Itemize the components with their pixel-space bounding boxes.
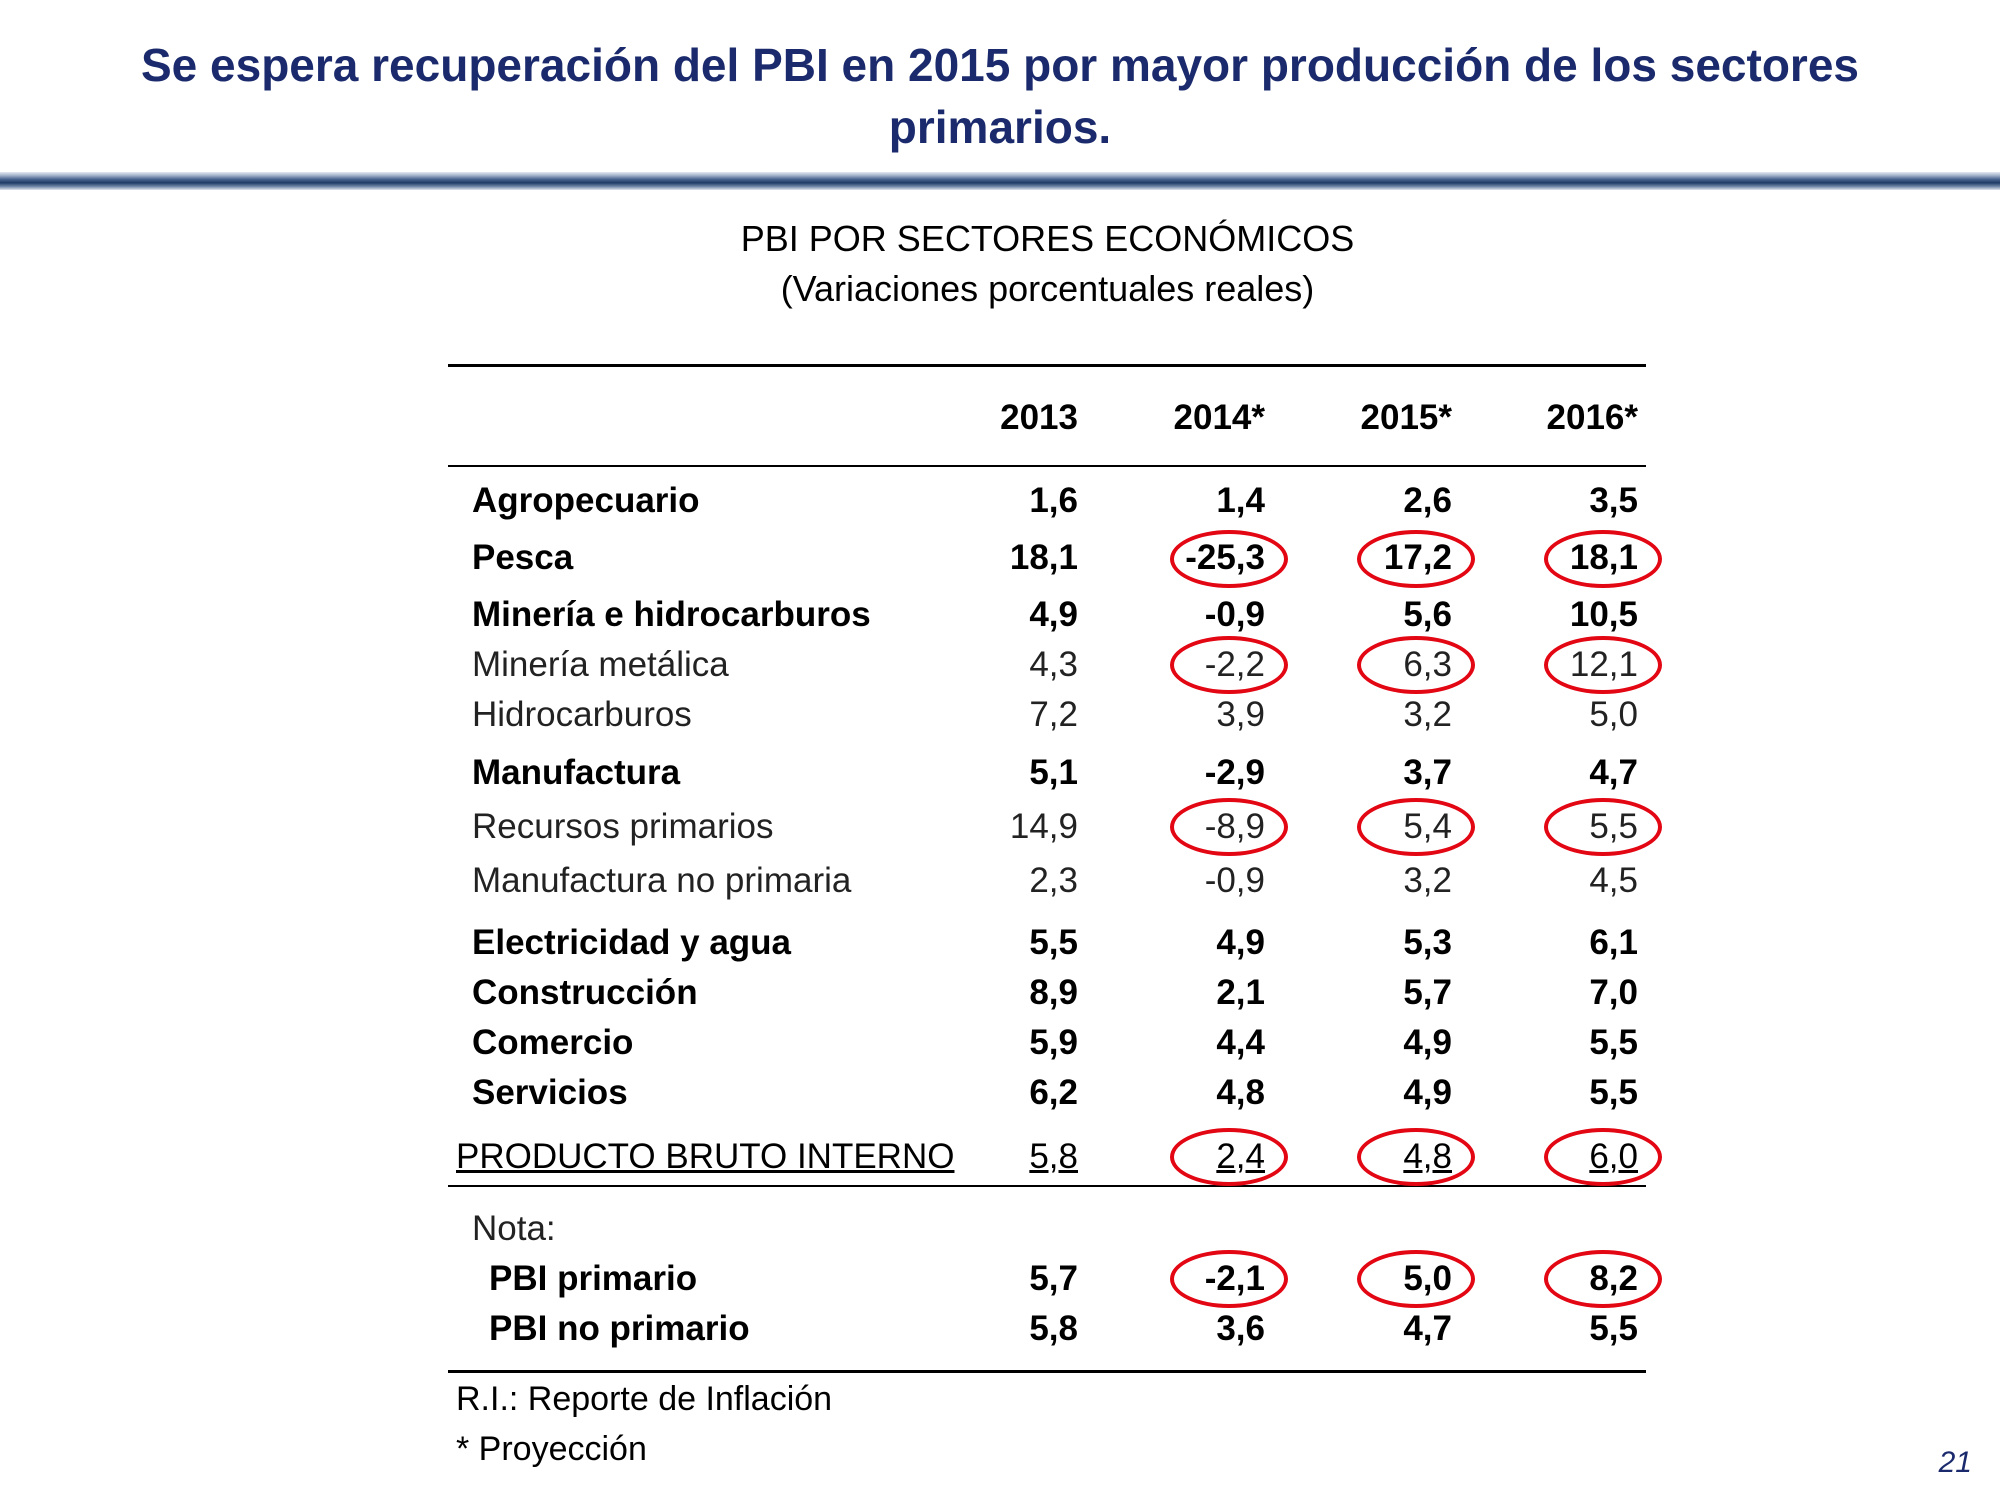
- row-label: Minería metálica: [472, 645, 729, 684]
- table-cell: 5,7: [1029, 1259, 1078, 1298]
- table-cell: 3,9: [1216, 695, 1265, 734]
- slide-title-line-2: primarios.: [888, 101, 1112, 153]
- row-label: Recursos primarios: [472, 807, 774, 846]
- row-label: Manufactura: [472, 753, 681, 792]
- table-cell: 5,1: [1029, 753, 1078, 792]
- row-label: Servicios: [472, 1073, 628, 1112]
- table-cell: 6,1: [1589, 923, 1638, 962]
- highlight-circle: [1544, 530, 1662, 588]
- highlight-circle: [1357, 1250, 1475, 1308]
- table-cell: 4,7: [1403, 1309, 1452, 1348]
- table-cell: 5,8: [1029, 1309, 1078, 1348]
- row-label: Electricidad y agua: [472, 923, 792, 962]
- highlight-circle: [1544, 1128, 1662, 1186]
- nota-label: Nota:: [472, 1209, 556, 1248]
- table-cell: 4,9: [1403, 1023, 1452, 1062]
- highlight-circle: [1170, 530, 1288, 588]
- table-cell: 4,8: [1216, 1073, 1265, 1112]
- table-cell: 2,6: [1403, 481, 1452, 520]
- table-cell: 14,9: [1009, 807, 1078, 846]
- table-cell: 4,5: [1589, 861, 1638, 900]
- highlight-circle: [1170, 636, 1288, 694]
- table-cell: 4,9: [1216, 923, 1265, 962]
- table-cell: 4,3: [1029, 645, 1078, 684]
- table-cell: 5,6: [1403, 595, 1452, 634]
- row-label: Manufactura no primaria: [472, 861, 852, 900]
- table-subtitle: (Variaciones porcentuales reales): [780, 268, 1315, 309]
- row-label: Hidrocarburos: [472, 695, 692, 734]
- table-cell: 5,5: [1029, 923, 1078, 962]
- row-label: PBI primario: [489, 1259, 698, 1298]
- header-rule: [448, 465, 1646, 467]
- slide-title: Se espera recuperación del PBI en 2015 p…: [40, 34, 1960, 158]
- table-bottom-rule: [448, 1370, 1646, 1373]
- highlight-circle: [1357, 636, 1475, 694]
- title-divider: [0, 172, 2000, 190]
- row-label: PBI no primario: [489, 1309, 750, 1348]
- table-cell: 1,6: [1029, 481, 1078, 520]
- row-label: Agropecuario: [472, 481, 700, 520]
- table-cell: 2,1: [1216, 973, 1265, 1012]
- table-cell: 5,8: [1029, 1137, 1078, 1176]
- table-cell: 8,9: [1029, 973, 1078, 1012]
- highlight-circle: [1357, 530, 1475, 588]
- row-label: Minería e hidrocarburos: [472, 595, 871, 634]
- table-cell: -2,9: [1204, 753, 1265, 792]
- table-cell: 3,6: [1216, 1309, 1265, 1348]
- table-cell: 5,0: [1589, 695, 1638, 734]
- highlight-circle: [1544, 798, 1662, 856]
- footnote: * Proyección: [456, 1430, 647, 1468]
- table-cell: 7,0: [1589, 973, 1638, 1012]
- highlight-circle: [1544, 1250, 1662, 1308]
- table-cell: 4,9: [1029, 595, 1078, 634]
- table-cell: 3,7: [1403, 753, 1452, 792]
- table-cell: 5,9: [1029, 1023, 1078, 1062]
- table-cell: 18,1: [1009, 538, 1078, 577]
- column-header: 2013: [1000, 398, 1078, 437]
- table-title: PBI POR SECTORES ECONÓMICOS: [740, 218, 1355, 259]
- highlight-circle: [1544, 636, 1662, 694]
- column-header: 2016*: [1546, 398, 1638, 437]
- table-cell: 3,2: [1403, 695, 1452, 734]
- table-cell: 5,3: [1403, 923, 1452, 962]
- table-cell: 5,7: [1403, 973, 1452, 1012]
- highlight-circle: [1357, 1128, 1475, 1186]
- table-top-rule: [448, 364, 1646, 367]
- table-cell: 6,2: [1029, 1073, 1078, 1112]
- footnote: R.I.: Reporte de Inflación: [456, 1380, 833, 1418]
- column-header: 2015*: [1360, 398, 1452, 437]
- table-cell: 4,9: [1403, 1073, 1452, 1112]
- highlight-circle: [1170, 1128, 1288, 1186]
- table-cell: 1,4: [1216, 481, 1265, 520]
- slide-title-line-1: Se espera recuperación del PBI en 2015 p…: [141, 39, 1859, 91]
- table-cell: 3,2: [1403, 861, 1452, 900]
- highlight-circle: [1357, 798, 1475, 856]
- table-cell: 10,5: [1569, 595, 1638, 634]
- total-rule: [448, 1185, 1646, 1187]
- page-number: 21: [1938, 1446, 1972, 1479]
- table-cell: 4,7: [1589, 753, 1638, 792]
- table-cell: 3,5: [1589, 481, 1638, 520]
- table-cell: 5,5: [1589, 1073, 1638, 1112]
- highlight-circle: [1170, 798, 1288, 856]
- row-label: Construcción: [472, 973, 698, 1012]
- highlight-circle: [1170, 1250, 1288, 1308]
- row-label: Pesca: [472, 538, 574, 577]
- table-cell: 2,3: [1029, 861, 1078, 900]
- table-cell: 7,2: [1029, 695, 1078, 734]
- row-label: Comercio: [472, 1023, 634, 1062]
- total-row-label: PRODUCTO BRUTO INTERNO: [456, 1137, 955, 1176]
- table-cell: 5,5: [1589, 1309, 1638, 1348]
- table-cell: 5,5: [1589, 1023, 1638, 1062]
- table-cell: -0,9: [1204, 861, 1265, 900]
- table-cell: 4,4: [1216, 1023, 1265, 1062]
- table-cell: -0,9: [1204, 595, 1265, 634]
- column-header: 2014*: [1173, 398, 1265, 437]
